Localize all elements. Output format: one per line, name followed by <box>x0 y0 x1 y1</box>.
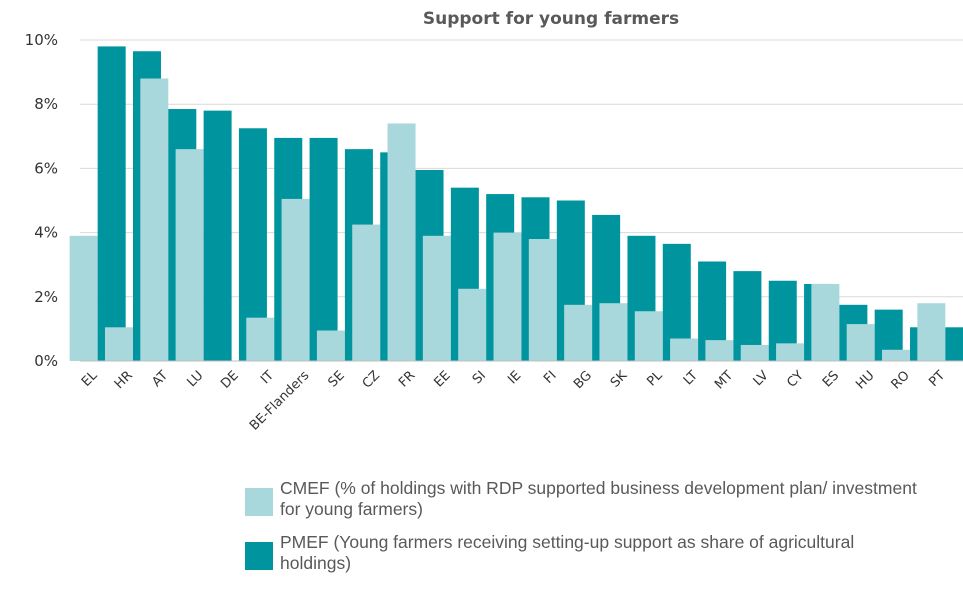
x-tick-label: IT <box>258 368 277 387</box>
x-tick-label: MT <box>712 368 736 392</box>
bar-cmef-be-flanders <box>281 198 310 361</box>
y-axis: 0% 2% 4% 6% 8% 10% <box>25 31 58 370</box>
legend-swatch-cmef <box>245 488 273 516</box>
x-tick-label: FI <box>541 368 560 387</box>
bar-pmef-lu <box>203 110 232 362</box>
x-tick-label: SE <box>325 368 347 390</box>
y-tick-label: 2% <box>34 288 58 306</box>
x-tick-label: CZ <box>360 368 383 391</box>
legend-item-cmef: CMEF (% of holdings with RDP supported b… <box>245 478 945 520</box>
x-tick-label: LV <box>751 368 772 389</box>
legend: CMEF (% of holdings with RDP supported b… <box>245 478 945 586</box>
x-tick-label: SK <box>608 368 631 391</box>
x-tick-label: LU <box>184 368 206 390</box>
bar-pmef-be-flanders <box>309 137 338 361</box>
x-tick-label: PL <box>644 368 666 390</box>
bar-cmef-hr <box>104 327 133 361</box>
x-tick-label: HR <box>112 368 136 392</box>
bar-cmef-ee <box>422 235 451 361</box>
x-tick-label: BG <box>571 368 595 392</box>
x-tick-label: CY <box>784 368 807 391</box>
x-tick-label: SI <box>470 368 489 387</box>
bar-cmef-sk <box>599 303 628 361</box>
y-tick-label: 4% <box>34 224 58 242</box>
x-tick-label: RO <box>889 368 913 392</box>
bar-cmef-at <box>140 78 169 362</box>
x-tick-label: HU <box>853 368 877 392</box>
bar-cmef-bg <box>564 304 593 361</box>
bar-cmef-it <box>246 317 275 361</box>
x-tick-label: BE-Flanders <box>247 368 313 434</box>
y-tick-label: 10% <box>25 31 58 49</box>
bar-pmef-pt <box>945 327 963 361</box>
legend-item-pmef: PMEF (Young farmers receiving setting-up… <box>245 532 945 574</box>
chart-title: Support for young farmers <box>423 9 679 29</box>
x-tick-label: IE <box>505 368 524 387</box>
bar-cmef-hu <box>846 324 875 361</box>
x-tick-label: EE <box>431 368 453 390</box>
bar-cmef-si <box>458 288 487 361</box>
bars <box>69 46 963 362</box>
x-tick-label: ES <box>820 368 842 390</box>
bar-cmef-fi <box>528 239 557 361</box>
x-tick-label: FR <box>396 368 418 390</box>
bar-cmef-lv <box>740 344 769 361</box>
bar-cmef-cz <box>352 224 381 361</box>
y-tick-label: 6% <box>34 159 58 177</box>
x-tick-label: PT <box>926 368 948 390</box>
y-tick-label: 0% <box>34 352 58 370</box>
x-tick-label: DE <box>218 368 242 392</box>
legend-swatch-pmef <box>245 542 273 570</box>
bar-cmef-se <box>316 330 345 361</box>
legend-label-cmef: CMEF (% of holdings with RDP supported b… <box>280 478 917 519</box>
bar-cmef-pt <box>917 303 946 361</box>
bar-cmef-ie <box>493 232 522 361</box>
x-tick-label: EL <box>79 368 101 390</box>
bar-cmef-mt <box>705 340 734 361</box>
bar-cmef-lu <box>175 149 204 361</box>
bar-cmef-pl <box>634 311 663 361</box>
bar-cmef-el <box>69 235 98 361</box>
bar-cmef-fr <box>387 123 416 362</box>
x-tick-label: AT <box>149 368 171 390</box>
x-tick-label: LT <box>681 368 701 388</box>
y-tick-label: 8% <box>34 95 58 113</box>
bar-pmef-el <box>97 46 126 362</box>
bar-cmef-ro <box>882 349 911 361</box>
legend-label-pmef: PMEF (Young farmers receiving setting-up… <box>280 532 855 573</box>
bar-cmef-cy <box>776 343 805 361</box>
bar-cmef-lt <box>670 338 699 361</box>
bar-cmef-es <box>811 283 840 361</box>
